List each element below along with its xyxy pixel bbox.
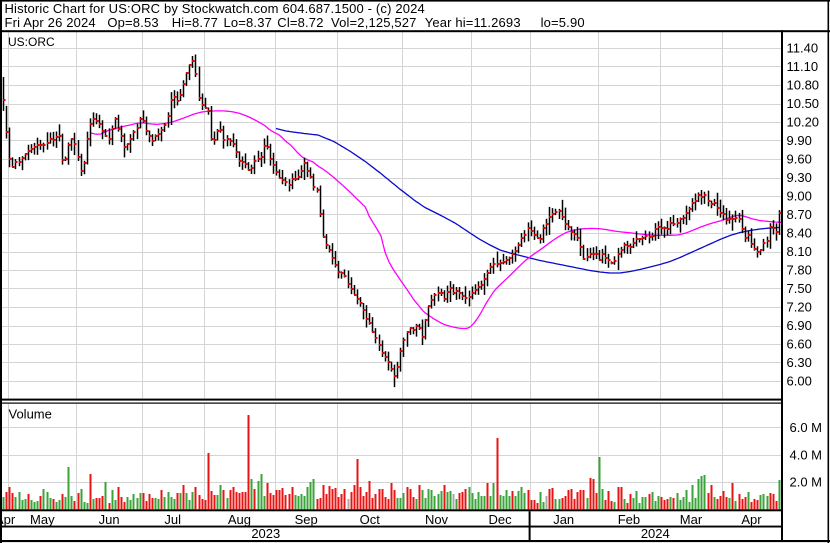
svg-text:Lo=8.37: Lo=8.37: [224, 15, 272, 30]
svg-text:May: May: [30, 512, 55, 527]
svg-text:6.0 M: 6.0 M: [790, 420, 823, 435]
svg-text:Dec: Dec: [489, 512, 513, 527]
svg-text:Vol=2,125,527: Vol=2,125,527: [331, 15, 417, 30]
svg-text:Year hi=11.2693: Year hi=11.2693: [425, 15, 521, 30]
svg-text:Volume: Volume: [9, 407, 52, 422]
svg-text:Fri Apr 26 2024: Fri Apr 26 2024: [5, 15, 96, 30]
svg-text:8.10: 8.10: [787, 244, 812, 259]
svg-text:8.40: 8.40: [787, 225, 812, 240]
svg-text:6.60: 6.60: [787, 336, 812, 351]
svg-text:11.40: 11.40: [787, 40, 819, 55]
svg-text:10.50: 10.50: [787, 96, 820, 111]
svg-text:Historic Chart for US:ORC by S: Historic Chart for US:ORC by Stockwatch.…: [5, 1, 425, 16]
svg-text:6.00: 6.00: [787, 373, 812, 388]
svg-text:Oct: Oct: [360, 512, 381, 527]
svg-text:Aug: Aug: [228, 512, 251, 527]
svg-text:US:ORC: US:ORC: [8, 35, 55, 49]
svg-text:9.90: 9.90: [787, 133, 812, 148]
svg-text:Mar: Mar: [680, 512, 703, 527]
svg-text:Jan: Jan: [553, 512, 574, 527]
svg-text:Jun: Jun: [99, 512, 120, 527]
svg-text:10.80: 10.80: [787, 77, 820, 92]
svg-text:Hi=8.77: Hi=8.77: [172, 15, 218, 30]
svg-text:10.20: 10.20: [787, 114, 820, 129]
svg-text:8.70: 8.70: [787, 207, 812, 222]
svg-text:7.50: 7.50: [787, 281, 812, 296]
svg-text:Cl=8.72: Cl=8.72: [277, 15, 323, 30]
svg-text:Sep: Sep: [295, 512, 318, 527]
svg-text:Apr: Apr: [0, 512, 16, 527]
svg-text:2023: 2023: [251, 526, 280, 541]
svg-text:Op=8.53: Op=8.53: [107, 15, 158, 30]
svg-text:lo=5.90: lo=5.90: [541, 15, 585, 30]
svg-text:6.30: 6.30: [787, 355, 812, 370]
svg-text:9.30: 9.30: [787, 170, 812, 185]
svg-text:Nov: Nov: [425, 512, 449, 527]
svg-text:Jul: Jul: [164, 512, 181, 527]
svg-text:Feb: Feb: [618, 512, 640, 527]
svg-text:7.20: 7.20: [787, 299, 812, 314]
svg-text:9.60: 9.60: [787, 151, 812, 166]
svg-text:9.00: 9.00: [787, 188, 812, 203]
svg-text:2.0 M: 2.0 M: [790, 475, 823, 490]
svg-text:7.80: 7.80: [787, 262, 812, 277]
svg-text:4.0 M: 4.0 M: [790, 447, 823, 462]
svg-text:11.10: 11.10: [787, 59, 819, 74]
svg-text:6.90: 6.90: [787, 318, 812, 333]
svg-text:2024: 2024: [641, 526, 670, 541]
svg-text:Apr: Apr: [741, 512, 762, 527]
